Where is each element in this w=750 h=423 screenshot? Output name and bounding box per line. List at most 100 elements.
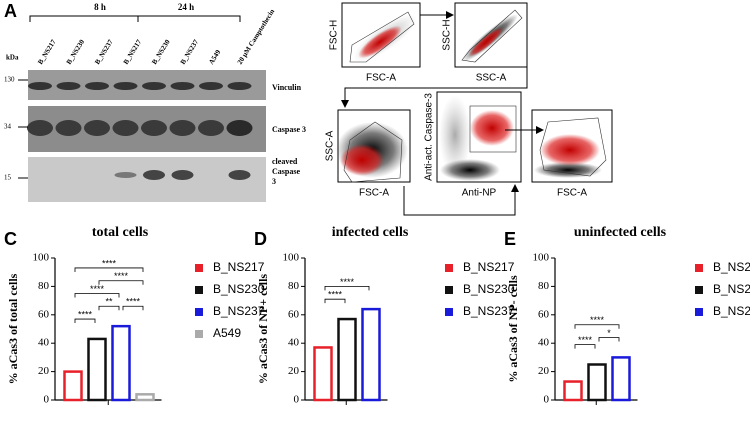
y-axis-label: SSC-H	[442, 19, 453, 50]
legend-label: B_NS217	[463, 260, 515, 274]
gate	[349, 11, 415, 63]
y-tick-label: 100	[533, 252, 550, 264]
legend-swatch	[445, 308, 453, 316]
band	[141, 120, 167, 136]
cloud	[340, 144, 384, 176]
band	[226, 120, 253, 136]
time-label: 8 h	[94, 2, 106, 12]
y-axis-label: Anti-act. Caspase-3	[424, 93, 435, 181]
group-bracket	[29, 15, 139, 22]
legend-label: B_NS237	[463, 304, 515, 318]
bar	[563, 380, 583, 402]
time-label: 24 h	[178, 2, 194, 12]
panel-label: E	[504, 229, 516, 249]
y-tick-label: 0	[44, 394, 50, 406]
significance-label: ****	[114, 271, 129, 281]
lane-label: B_NS230	[150, 38, 172, 66]
cloud	[358, 25, 402, 59]
lane-label: B_NS230	[65, 38, 87, 66]
band	[113, 82, 138, 90]
band	[198, 120, 224, 136]
bar	[111, 324, 131, 402]
y-tick-label: 100	[283, 252, 300, 264]
legend-swatch	[195, 264, 203, 272]
significance-bracket	[598, 337, 620, 342]
x-axis-label: SSC-A	[476, 73, 507, 84]
y-tick-label: 40	[538, 337, 550, 349]
significance-label: ****	[102, 258, 117, 268]
bar	[611, 356, 631, 402]
blot-label: Caspase 3	[272, 125, 306, 134]
y-tick-label: 80	[538, 280, 550, 292]
legend-label: A549	[213, 326, 241, 340]
kda-marker: 130	[4, 76, 15, 84]
band	[143, 170, 165, 180]
bar	[63, 370, 83, 402]
panel-label: A	[4, 1, 17, 21]
lane-label: B_NS217	[36, 38, 58, 66]
x-axis-label: FSC-A	[359, 188, 389, 199]
legend-swatch	[695, 308, 703, 316]
cloud	[470, 110, 514, 146]
x-axis-label: FSC-A	[366, 73, 396, 84]
legend-swatch	[195, 330, 203, 338]
cloud	[468, 27, 504, 57]
cloud	[439, 95, 471, 175]
legend-swatch	[195, 308, 203, 316]
significance-label: ****	[126, 297, 141, 307]
significance-label: ****	[90, 284, 105, 294]
bar	[313, 346, 333, 402]
significance-label: ****	[328, 290, 343, 300]
lane-label: 20 µM Camptothecin	[236, 8, 277, 66]
panel-a: A 8 h 24 h kDa	[4, 1, 266, 202]
significance-bracket	[122, 305, 144, 311]
y-tick-label: 40	[288, 337, 300, 349]
y-tick-label: 20	[288, 365, 300, 377]
blot-label: Vinculin	[272, 83, 302, 92]
legend-label: B_NS217	[213, 260, 265, 274]
x-axis-label: FSC-A	[557, 188, 587, 199]
group-bracket	[138, 15, 241, 22]
band	[170, 82, 195, 90]
band	[227, 82, 252, 90]
legend-swatch	[695, 264, 703, 272]
kda-marker: 15	[4, 174, 12, 182]
band	[199, 82, 223, 90]
arrow	[403, 184, 519, 216]
legend-label: B_NS217	[713, 260, 750, 274]
gate	[343, 121, 403, 183]
bar	[361, 307, 381, 402]
blot-label: cleaved	[272, 157, 298, 166]
band	[55, 120, 82, 136]
blot	[28, 157, 266, 202]
lane-label: B_NS237	[179, 38, 201, 66]
blot-label: Caspase	[272, 167, 300, 176]
band	[28, 82, 52, 90]
band	[142, 82, 166, 90]
significance-label: ****	[590, 315, 605, 325]
significance-bracket	[574, 344, 596, 349]
legend-label: B_NS230	[213, 282, 265, 296]
band	[112, 120, 139, 136]
bar	[135, 393, 155, 402]
significance-bracket	[74, 267, 144, 272]
cloud	[534, 162, 602, 178]
gate	[539, 117, 607, 177]
kda-marker: 34	[4, 123, 12, 131]
lane-label: B_NS217	[122, 38, 144, 66]
band	[228, 170, 251, 180]
band	[84, 120, 110, 136]
legend-swatch	[695, 286, 703, 294]
significance-bracket	[98, 280, 144, 285]
y-tick-label: 0	[294, 394, 300, 406]
y-tick-label: 20	[538, 365, 550, 377]
significance-label: **	[105, 297, 113, 307]
panel-label: D	[254, 229, 267, 249]
y-tick-label: 60	[288, 308, 300, 320]
kda-label: kDa	[6, 54, 19, 62]
significance-label: ****	[578, 335, 593, 345]
legend-label: B_NS237	[713, 304, 750, 318]
band	[85, 82, 109, 90]
y-axis-label: FSC-H	[329, 20, 340, 51]
lane-label: A549	[207, 48, 222, 66]
